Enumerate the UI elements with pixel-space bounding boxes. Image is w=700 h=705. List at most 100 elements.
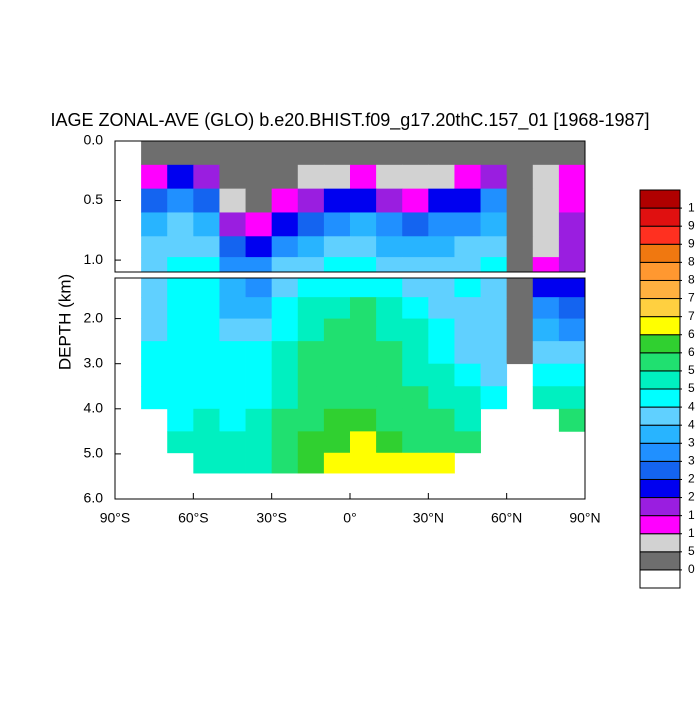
contour-cell xyxy=(558,363,586,387)
colorbar-box xyxy=(639,442,681,462)
contour-cell xyxy=(428,452,455,474)
contour-cell xyxy=(454,408,481,432)
colorbar-box xyxy=(639,261,681,281)
contour-cell xyxy=(219,188,246,213)
contour-cell xyxy=(193,431,220,454)
contour-cell xyxy=(271,363,299,387)
contour-cell xyxy=(376,386,403,410)
contour-cell xyxy=(219,212,246,237)
contour-cell xyxy=(271,386,299,410)
contour-cell xyxy=(141,257,168,273)
contour-cell xyxy=(193,188,220,213)
contour-cell xyxy=(193,408,220,432)
contour-cell xyxy=(219,297,246,319)
contour-cell xyxy=(323,408,351,432)
contour-cell xyxy=(245,236,273,258)
contour-cell xyxy=(480,278,508,298)
contour-cell xyxy=(245,188,273,213)
contour-cell xyxy=(376,257,403,273)
contour-cell xyxy=(532,212,560,237)
contour-cell xyxy=(506,212,534,237)
colorbar-label: 2 xyxy=(688,490,695,504)
contour-cell xyxy=(532,318,560,342)
contour-cell xyxy=(167,363,194,387)
contour-cell xyxy=(271,431,299,454)
colorbar-box xyxy=(639,189,681,209)
contour-cell xyxy=(193,257,220,273)
contour-cell xyxy=(454,297,481,319)
contour-cell xyxy=(402,212,429,237)
contour-cell xyxy=(193,141,220,166)
contour-cell xyxy=(297,141,325,166)
x-tick-label: 60°N xyxy=(491,510,522,526)
colorbar-label: 5 xyxy=(688,363,695,377)
contour-cell xyxy=(141,164,168,190)
contour-cell xyxy=(167,212,194,237)
colorbar-box xyxy=(639,225,681,245)
contour-cell xyxy=(480,236,508,258)
contour-cell xyxy=(428,363,455,387)
contour-cell xyxy=(219,318,246,342)
contour-cell xyxy=(428,297,455,319)
contour-cell xyxy=(193,318,220,342)
contour-cell xyxy=(454,278,481,298)
contour-cell xyxy=(350,188,377,213)
colorbar-box xyxy=(639,352,681,372)
contour-cell xyxy=(506,257,534,273)
contour-cell xyxy=(219,278,246,298)
colorbar-label: 9 xyxy=(688,236,695,250)
contour-cell xyxy=(480,318,508,342)
contour-cell xyxy=(558,408,586,432)
contour-cell xyxy=(532,188,560,213)
contour-cell xyxy=(245,141,273,166)
contour-cell xyxy=(558,188,586,213)
contour-cell xyxy=(454,431,481,454)
contour-cell xyxy=(245,257,273,273)
contour-cell xyxy=(271,318,299,342)
contour-cell xyxy=(428,341,455,365)
contour-cell xyxy=(141,278,168,298)
contour-cell xyxy=(297,236,325,258)
contour-cell xyxy=(532,236,560,258)
contour-cell xyxy=(402,278,429,298)
colorbar-box xyxy=(639,569,681,589)
contour-cell xyxy=(428,236,455,258)
contour-cell xyxy=(428,278,455,298)
contour-cell xyxy=(376,278,403,298)
contour-cell xyxy=(376,431,403,454)
contour-cell xyxy=(271,141,299,166)
contour-cell xyxy=(480,164,508,190)
contour-cell xyxy=(402,431,429,454)
contour-cell xyxy=(532,363,560,387)
contour-cell xyxy=(323,431,351,454)
contour-cell xyxy=(558,164,586,190)
x-tick-label: 90°N xyxy=(569,510,600,526)
contour-cell xyxy=(271,164,299,190)
contour-cell xyxy=(245,278,273,298)
contour-cell xyxy=(271,236,299,258)
colorbar-box xyxy=(639,533,681,553)
contour-cell xyxy=(167,341,194,365)
contour-cell xyxy=(245,408,273,432)
contour-cell xyxy=(454,363,481,387)
contour-cell xyxy=(219,141,246,166)
contour-cell xyxy=(402,318,429,342)
contour-cell xyxy=(532,278,560,298)
contour-cell xyxy=(376,236,403,258)
contour-cell xyxy=(323,278,351,298)
contour-cell xyxy=(219,386,246,410)
contour-cell xyxy=(428,386,455,410)
contour-cell xyxy=(245,318,273,342)
contour-cell xyxy=(167,164,194,190)
contour-cell xyxy=(558,341,586,365)
colorbar-label: 3 xyxy=(688,454,695,468)
y-tick-label: 1.0 xyxy=(84,251,104,267)
contour-cell xyxy=(271,212,299,237)
contour-cell xyxy=(245,212,273,237)
contour-cell xyxy=(454,236,481,258)
contour-cell xyxy=(558,278,586,298)
contour-cell xyxy=(480,363,508,387)
contour-cell xyxy=(402,141,429,166)
contour-cell xyxy=(297,431,325,454)
contour-cell xyxy=(376,452,403,474)
